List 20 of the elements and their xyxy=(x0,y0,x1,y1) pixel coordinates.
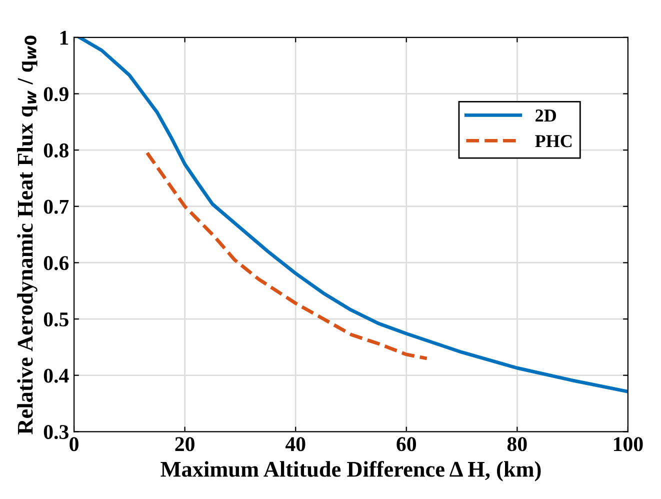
line-series xyxy=(78,37,628,394)
y-tick-label: 0.9 xyxy=(44,87,68,102)
x-tick-label: 0 xyxy=(70,437,78,452)
x-tick-label: 100 xyxy=(614,437,643,452)
y-tick-label: 0.3 xyxy=(44,425,68,440)
line-series xyxy=(145,151,429,360)
legend-label: PHC xyxy=(535,135,572,148)
y-tick-label: 1 xyxy=(60,30,68,45)
y-tick-label: 0.6 xyxy=(44,256,69,270)
y-tick-label: 0.7 xyxy=(44,200,69,214)
x-tick-label: 40 xyxy=(285,437,306,452)
y-axis-title: Relative Aerodynamic Heat Flux q$_{w}$ / q$_{w0}$ xyxy=(17,36,38,434)
legend-label: 2D xyxy=(536,110,556,122)
y-tick-label: 0.5 xyxy=(44,312,68,327)
x-tick-label: 60 xyxy=(396,437,416,452)
x-tick-label: 80 xyxy=(507,437,527,452)
x-tick-label: 20 xyxy=(175,437,194,452)
y-tick-label: 0.4 xyxy=(44,368,69,383)
y-tick-label: 0.8 xyxy=(44,143,68,158)
x-axis-title: Maximum Altitude Difference Δ H, (km) xyxy=(160,460,541,482)
